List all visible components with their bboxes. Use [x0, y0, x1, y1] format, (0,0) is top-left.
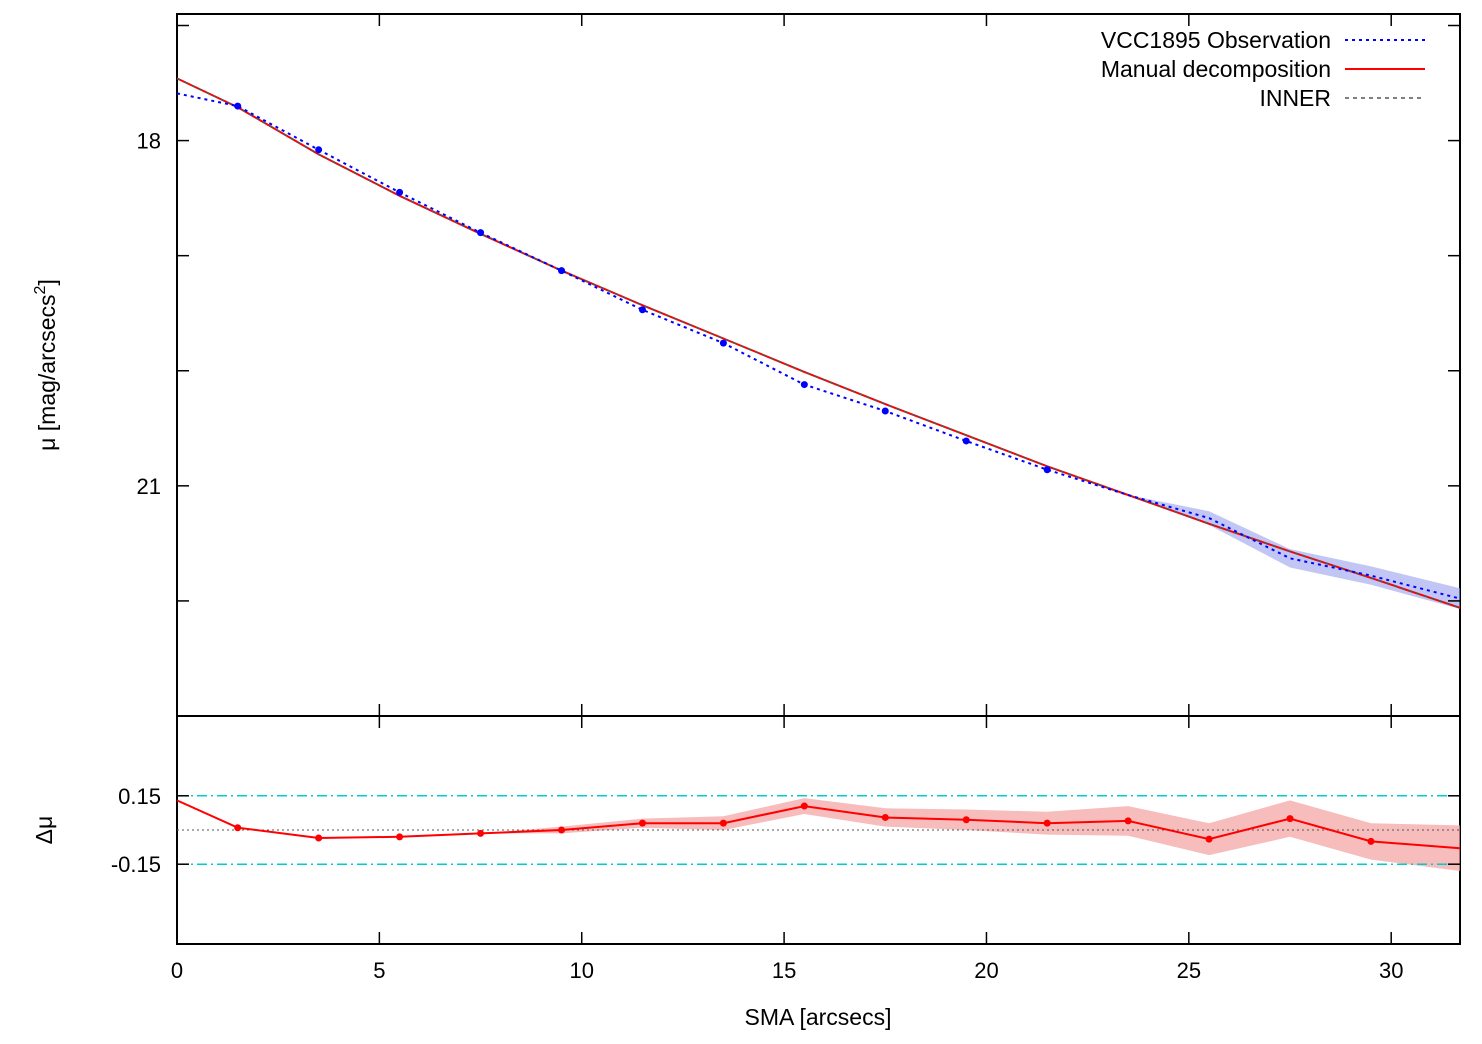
residual-series: [176, 799, 1461, 850]
x-axis-title: SMA [arcsecs]: [745, 1004, 892, 1030]
observation-point: [557, 267, 565, 275]
residual-point: [1286, 815, 1294, 823]
residual-point: [719, 819, 727, 827]
residual-point: [800, 802, 808, 810]
main-series: [176, 77, 1461, 609]
residual-point: [1124, 817, 1132, 825]
legend-label-observation: VCC1895 Observation: [1101, 27, 1331, 53]
residual-point: [1205, 835, 1213, 843]
legend-label-inner: INNER: [1259, 85, 1331, 111]
residual-x-ticks: 0 5 10 15 20 25 30: [171, 716, 1403, 983]
observation-point: [881, 407, 889, 415]
x-tick-label: 15: [772, 958, 796, 983]
observation-point: [315, 146, 323, 154]
residual-error-band: [177, 798, 1460, 871]
x-tick-label: 5: [373, 958, 385, 983]
residual-reference-lines: [177, 795, 1460, 865]
legend: VCC1895 Observation Manual decomposition…: [1101, 27, 1425, 111]
main-y-axis-title-sup: 2: [32, 285, 49, 294]
main-y-tick-label: 21: [137, 474, 161, 499]
main-y-axis-title-base: μ [mag/arcsecs: [34, 294, 60, 450]
x-tick-label: 20: [974, 958, 998, 983]
residual-point: [557, 826, 565, 834]
observation-point: [962, 437, 970, 445]
residual-point: [1043, 819, 1051, 827]
observation-error-band: [177, 93, 1460, 609]
observation-point: [800, 381, 808, 389]
residual-point: [234, 824, 242, 832]
residual-point: [396, 833, 404, 841]
series-line-manual-decomposition: [176, 77, 1461, 609]
x-tick-label: 30: [1379, 958, 1403, 983]
residual-point: [638, 819, 646, 827]
main-x-ticks: [176, 14, 1392, 716]
residual-point: [881, 813, 889, 821]
main-y-tick-label: 18: [137, 129, 161, 154]
series-line-inner: [176, 77, 1461, 609]
observation-error-band-area: [177, 93, 1460, 609]
residual-error-band-area: [177, 798, 1460, 871]
legend-label-manual-decomposition: Manual decomposition: [1101, 56, 1331, 82]
residual-point: [1367, 837, 1375, 845]
observation-point: [719, 339, 727, 347]
observation-point: [638, 306, 646, 314]
residual-panel: 0.15 -0.15 0 5 10 15 20 25 30 Δμ SMA [arcsecs]: [31, 715, 1461, 1030]
main-plot-frame: [176, 13, 1461, 717]
observation-point: [477, 229, 485, 237]
residual-point: [315, 834, 323, 842]
residual-point: [962, 816, 970, 824]
observation-point: [234, 102, 242, 110]
residual-y-ticks: 0.15 -0.15: [111, 784, 1460, 877]
residual-y-tick-label: 0.15: [118, 784, 161, 809]
series-line-vcc1895-observation: [176, 92, 1461, 600]
observation-point: [396, 188, 404, 196]
residual-y-tick-label: -0.15: [111, 852, 161, 877]
residual-y-axis-title: Δμ: [31, 816, 57, 845]
main-y-axis-title: μ [mag/arcsecs2]: [32, 279, 60, 451]
observation-markers: [234, 102, 1051, 474]
x-tick-label: 10: [569, 958, 593, 983]
x-tick-label: 0: [171, 958, 183, 983]
residual-point: [477, 829, 485, 837]
x-tick-label: 25: [1177, 958, 1201, 983]
observation-point: [1043, 466, 1051, 474]
main-y-axis-title-tail: ]: [34, 279, 60, 285]
